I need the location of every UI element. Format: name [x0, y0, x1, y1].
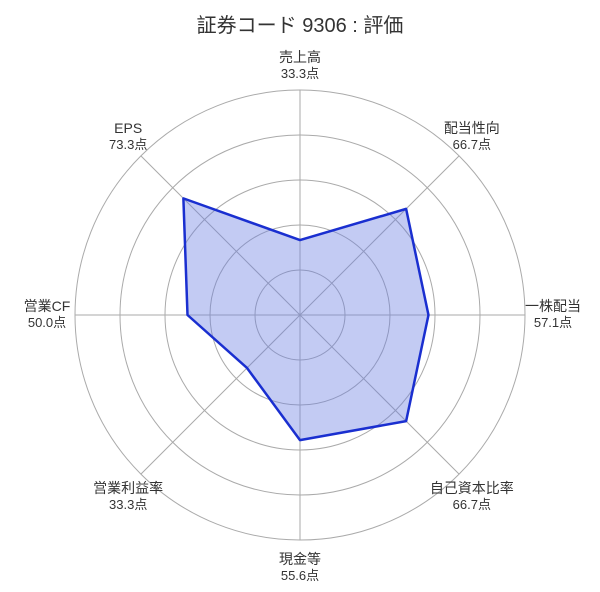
axis-score: 55.6点: [281, 568, 319, 583]
axis-score: 33.3点: [281, 66, 319, 81]
data-polygon: [183, 198, 428, 440]
axis-score: 66.7点: [453, 137, 491, 152]
axis-label: 売上高: [279, 49, 321, 65]
axis-label: 現金等: [279, 551, 321, 567]
axis-label: 配当性向: [444, 120, 500, 136]
axis-label: 営業利益率: [93, 480, 163, 496]
axis-score: 66.7点: [453, 497, 491, 512]
chart-title: 証券コード 9306 : 評価: [197, 14, 404, 37]
axis-score: 33.3点: [109, 497, 147, 512]
axis-label: 一株配当: [525, 298, 581, 314]
axis-score: 73.3点: [109, 137, 147, 152]
axis-label: 営業CF: [24, 298, 71, 314]
axis-score: 50.0点: [28, 315, 66, 330]
radar-chart: 証券コード 9306 : 評価売上高33.3点配当性向66.7点一株配当57.1…: [0, 0, 600, 592]
axis-label: 自己資本比率: [430, 480, 514, 496]
axis-label: EPS: [114, 120, 142, 136]
axis-score: 57.1点: [534, 315, 572, 330]
